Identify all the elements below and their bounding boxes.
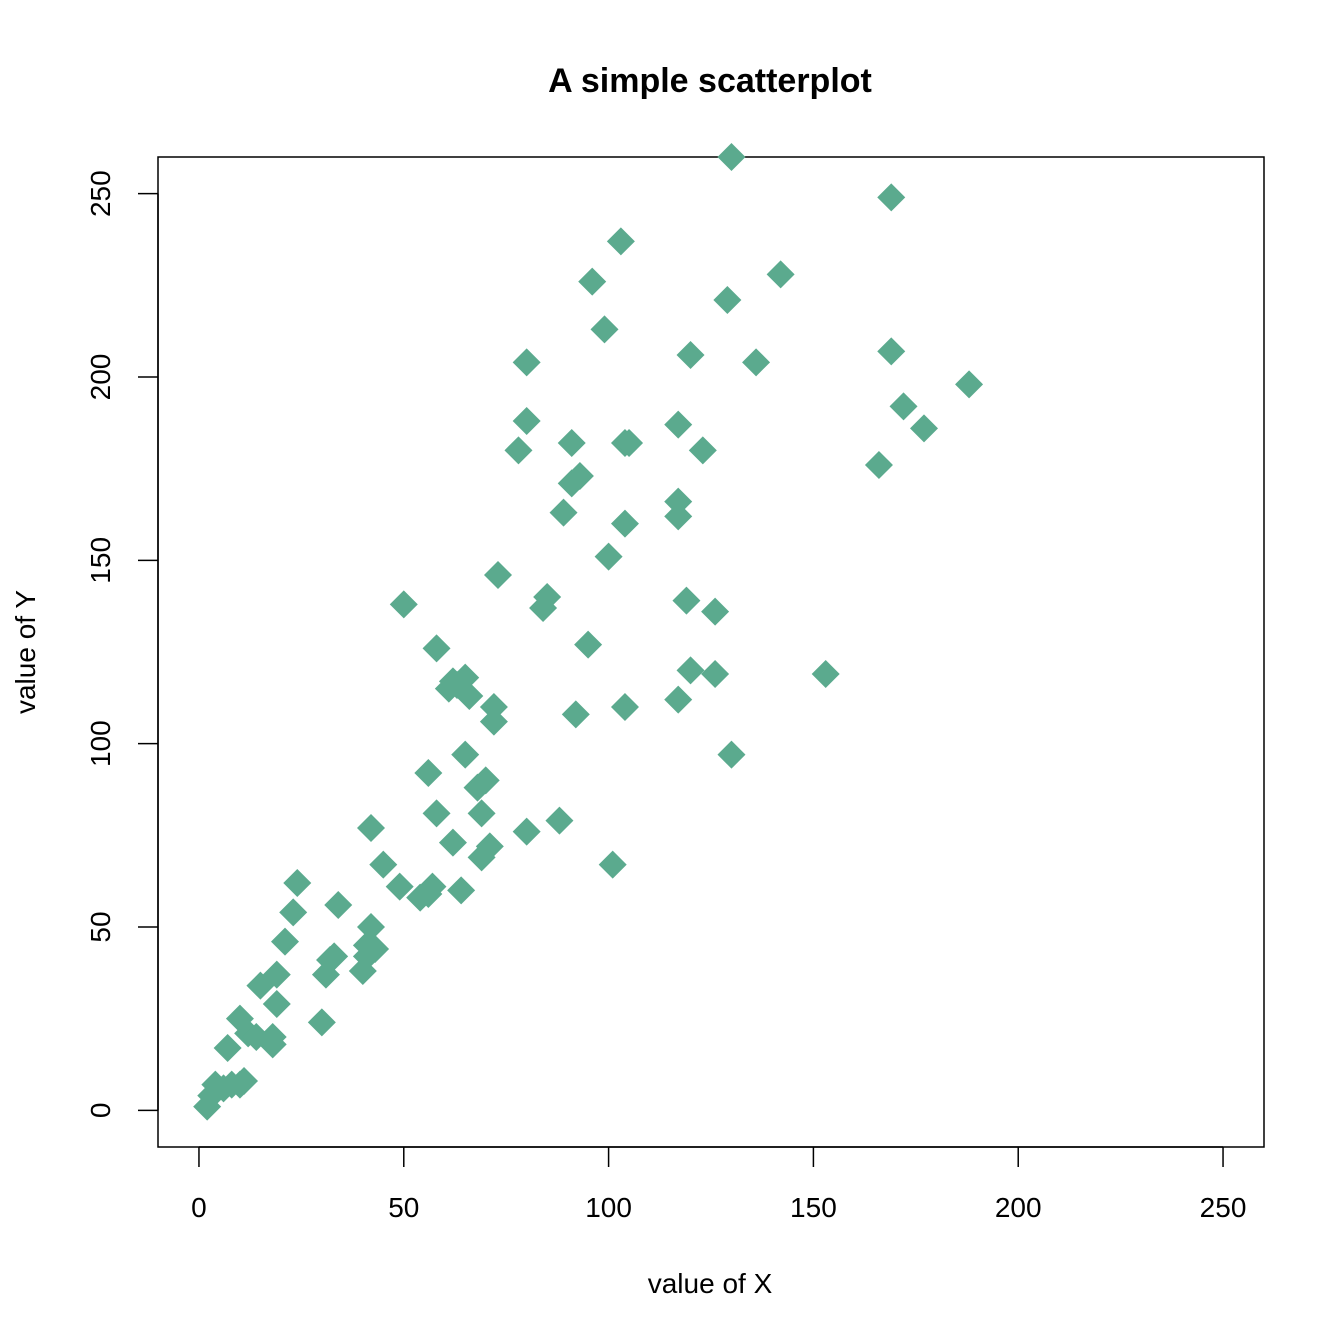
y-axis: 0 50 100 150 200 250 bbox=[85, 170, 159, 1119]
data-point bbox=[590, 315, 619, 344]
data-point bbox=[549, 498, 578, 527]
data-point bbox=[262, 990, 291, 1018]
x-axis-label: value of X bbox=[648, 1268, 773, 1299]
data-point bbox=[877, 183, 906, 212]
x-tick-label: 0 bbox=[191, 1192, 207, 1223]
data-point bbox=[483, 561, 512, 589]
chart-title: A simple scatterplot bbox=[548, 62, 872, 100]
data-point bbox=[438, 828, 467, 857]
data-point bbox=[615, 429, 644, 457]
data-point bbox=[910, 414, 939, 443]
data-point bbox=[717, 740, 746, 769]
data-point bbox=[258, 1030, 287, 1059]
data-point bbox=[262, 960, 291, 989]
data-point bbox=[955, 370, 984, 399]
data-point bbox=[533, 583, 562, 611]
plot-frame bbox=[157, 156, 1265, 1148]
y-tick-label: 100 bbox=[85, 720, 116, 767]
data-point bbox=[213, 1034, 242, 1062]
x-tick-label: 150 bbox=[790, 1192, 837, 1223]
y-tick-label: 250 bbox=[85, 170, 116, 217]
data-point bbox=[766, 260, 795, 289]
data-point bbox=[418, 872, 447, 901]
data-point bbox=[610, 509, 639, 538]
data-point bbox=[230, 1067, 259, 1095]
x-tick-label: 100 bbox=[585, 1192, 632, 1223]
data-point bbox=[504, 436, 533, 465]
data-point bbox=[357, 814, 386, 842]
data-point bbox=[864, 451, 893, 479]
data-point bbox=[606, 227, 635, 256]
x-tick-label: 200 bbox=[995, 1192, 1042, 1223]
data-point bbox=[307, 1008, 336, 1037]
data-point bbox=[578, 267, 607, 296]
x-tick-label: 50 bbox=[388, 1192, 419, 1223]
data-point bbox=[447, 876, 476, 905]
data-point bbox=[270, 927, 299, 956]
data-point bbox=[361, 935, 390, 963]
data-point bbox=[877, 337, 906, 366]
data-point bbox=[389, 590, 418, 619]
data-point bbox=[664, 410, 693, 439]
data-point bbox=[701, 660, 730, 688]
data-point bbox=[676, 656, 705, 685]
data-point bbox=[561, 700, 590, 729]
data-point bbox=[451, 740, 480, 769]
data-point bbox=[471, 766, 500, 795]
data-point bbox=[676, 341, 705, 369]
data-point bbox=[545, 806, 574, 835]
x-axis: 0 50 100 150 200 250 bbox=[191, 1146, 1247, 1223]
data-point bbox=[717, 143, 746, 171]
data-point bbox=[451, 663, 480, 692]
data-point bbox=[479, 693, 508, 721]
data-point bbox=[664, 502, 693, 531]
y-tick-label: 50 bbox=[85, 911, 116, 942]
data-point bbox=[283, 869, 312, 897]
data-point bbox=[422, 799, 451, 828]
data-point bbox=[889, 392, 918, 421]
data-point bbox=[385, 872, 414, 901]
y-axis-label: value of Y bbox=[10, 590, 41, 714]
data-point bbox=[324, 891, 353, 919]
data-point bbox=[701, 597, 730, 626]
data-point bbox=[475, 832, 504, 861]
data-point bbox=[664, 487, 693, 516]
y-tick-label: 150 bbox=[85, 537, 116, 584]
data-point bbox=[320, 942, 349, 971]
data-point bbox=[422, 634, 451, 663]
data-point bbox=[557, 429, 586, 457]
data-point bbox=[369, 850, 398, 879]
data-point bbox=[357, 913, 386, 941]
data-point bbox=[574, 630, 603, 659]
data-point bbox=[512, 348, 541, 377]
data-point bbox=[279, 898, 308, 927]
data-point bbox=[664, 685, 693, 714]
data-point bbox=[479, 707, 508, 736]
data-point bbox=[565, 462, 594, 490]
data-point bbox=[512, 407, 541, 435]
data-point bbox=[455, 682, 484, 710]
data-points bbox=[193, 143, 984, 1121]
data-point bbox=[467, 799, 496, 828]
data-point bbox=[742, 348, 771, 377]
x-tick-label: 250 bbox=[1200, 1192, 1247, 1223]
y-tick-label: 0 bbox=[85, 1103, 116, 1119]
data-point bbox=[713, 286, 742, 314]
data-point bbox=[811, 660, 840, 688]
data-point bbox=[414, 759, 443, 787]
y-tick-label: 200 bbox=[85, 354, 116, 401]
data-point bbox=[512, 817, 541, 846]
data-point bbox=[688, 436, 717, 465]
data-point bbox=[610, 693, 639, 721]
data-point bbox=[594, 542, 623, 571]
data-point bbox=[672, 586, 701, 615]
data-point bbox=[598, 850, 627, 879]
